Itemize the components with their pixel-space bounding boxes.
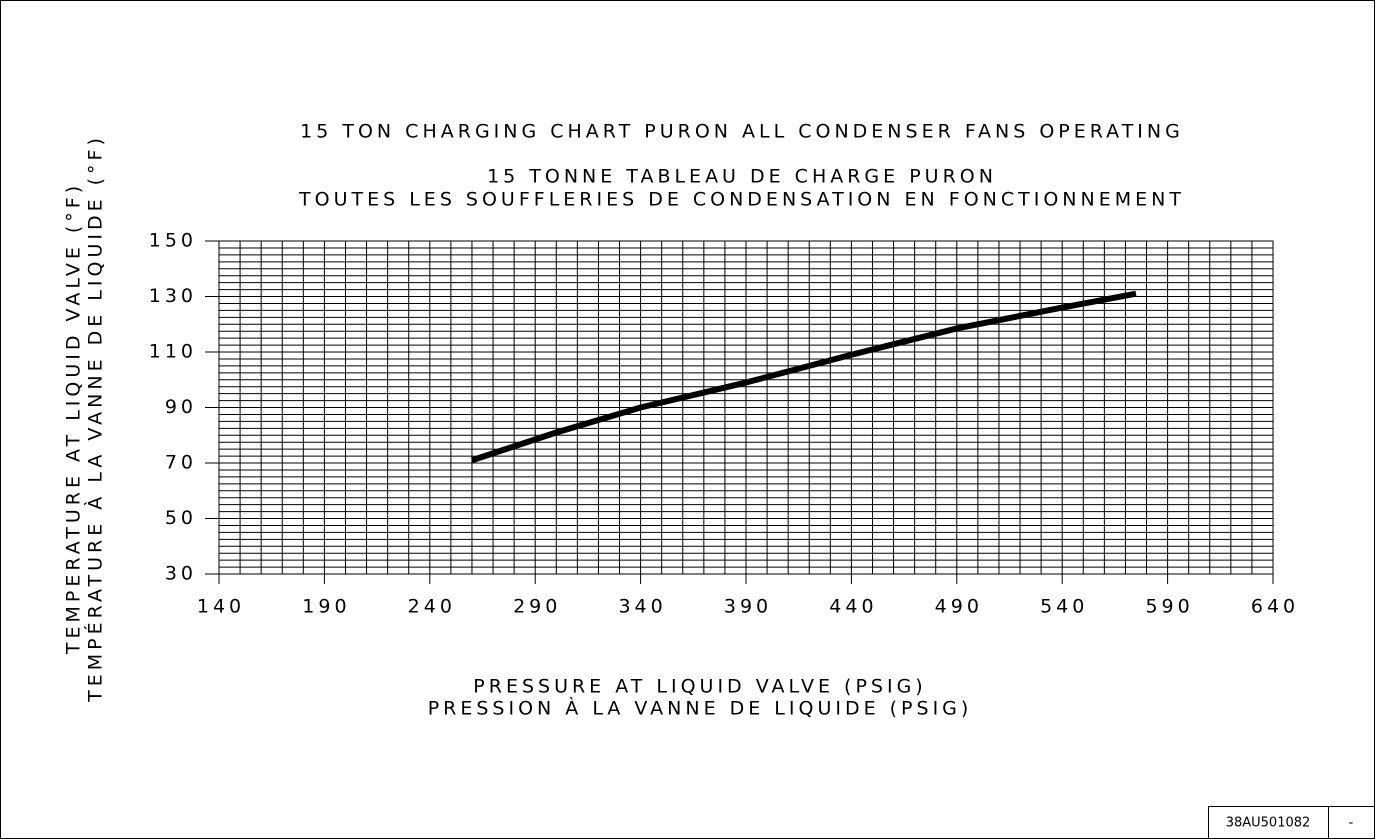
x-tick-label: 590 bbox=[1145, 596, 1193, 618]
y-tick-label: 70 bbox=[165, 452, 197, 474]
x-axis-label: PRESSURE AT LIQUID VALVE (PSIG) bbox=[473, 676, 926, 698]
y-tick-label: 150 bbox=[149, 230, 197, 252]
revision: - bbox=[1349, 816, 1354, 831]
x-tick-label: 290 bbox=[513, 596, 561, 618]
chart-subtitle: 15 TONNE TABLEAU DE CHARGE PURON bbox=[487, 166, 997, 188]
data-line bbox=[471, 290, 1137, 464]
x-tick-label: 440 bbox=[829, 596, 877, 618]
x-tick-label: 140 bbox=[197, 596, 245, 618]
y-axis-label: TEMPERATURE AT LIQUID VALVE (°F) bbox=[63, 182, 85, 655]
chart-subtitle: TOUTES LES SOUFFLERIES DE CONDENSATION E… bbox=[298, 189, 1185, 211]
x-tick-label: 540 bbox=[1040, 596, 1088, 618]
x-tick-label: 490 bbox=[935, 596, 983, 618]
y-tick-label: 30 bbox=[165, 563, 197, 585]
y-tick-label: 90 bbox=[165, 396, 197, 418]
y-axis-label: TEMPÉRATURE À LA VANNE DE LIQUIDE (°F) bbox=[84, 134, 107, 703]
chart-title: 15 TON CHARGING CHART PURON ALL CONDENSE… bbox=[300, 121, 1184, 143]
plot-border bbox=[218, 240, 1274, 575]
x-tick-label: 190 bbox=[302, 596, 350, 618]
x-tick-label: 640 bbox=[1251, 596, 1299, 618]
x-axis-label: PRESSION À LA VANNE DE LIQUIDE (PSIG) bbox=[428, 697, 973, 720]
x-tick-label: 390 bbox=[724, 596, 772, 618]
y-tick-label: 130 bbox=[149, 285, 197, 307]
x-tick-label: 340 bbox=[618, 596, 666, 618]
revision-box bbox=[1328, 806, 1375, 839]
x-tick-label: 240 bbox=[408, 596, 456, 618]
y-tick-label: 110 bbox=[149, 341, 197, 363]
drawing-number: 38AU501082 bbox=[1226, 816, 1311, 831]
y-tick-label: 50 bbox=[165, 507, 197, 529]
